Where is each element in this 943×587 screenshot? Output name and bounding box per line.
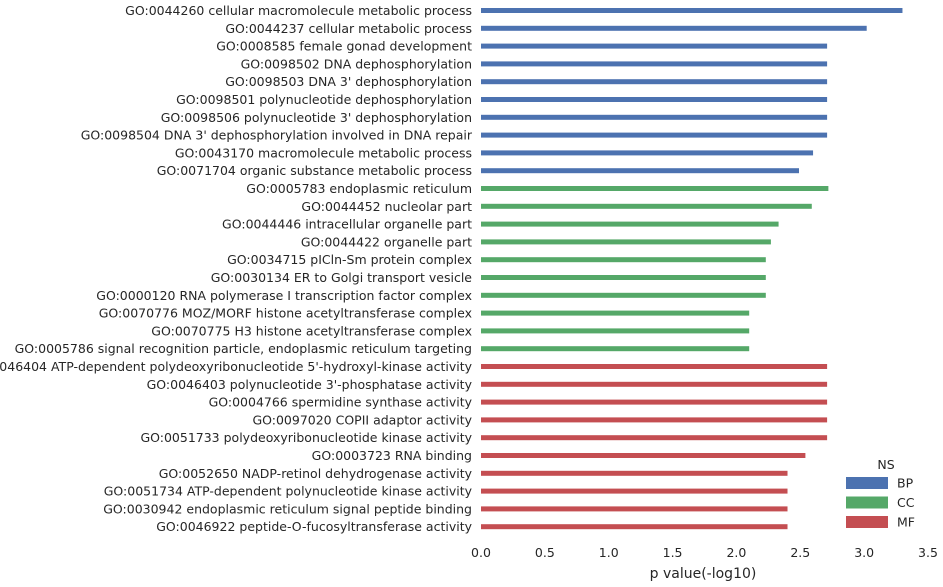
bar-label: GO:0098503 DNA 3' dephosphorylation <box>225 74 472 89</box>
bar-label: GO:0051734 ATP-dependent polynucleotide … <box>104 484 473 499</box>
bar-label: GO:0051733 polydeoxyribonucleotide kinas… <box>140 430 472 445</box>
bar-label: GO:0005786 signal recognition particle, … <box>15 341 472 356</box>
legend-title: NS <box>877 457 894 472</box>
bar <box>481 292 766 298</box>
legend-label: MF <box>897 515 915 530</box>
bar <box>481 221 779 227</box>
x-tick-label: 0.0 <box>471 545 491 560</box>
bar <box>481 524 788 530</box>
bar <box>481 61 828 67</box>
bar <box>481 239 771 245</box>
bar-label: GO:0097020 COPII adaptor activity <box>252 412 472 427</box>
bar-label: GO:0044260 cellular macromolecule metabo… <box>125 3 472 18</box>
bar-label: GO:0098502 DNA dephosphorylation <box>241 56 472 71</box>
bar-label: GO:0052650 NADP-retinol dehydrogenase ac… <box>159 466 473 481</box>
bar-label: GO:0098504 DNA 3' dephosphorylation invo… <box>81 128 473 143</box>
bar-label: GO:0046922 peptide-O-fucosyltransferase … <box>156 519 472 534</box>
bar-label: GO:0046404 ATP-dependent polydeoxyribonu… <box>0 359 473 374</box>
bar-label: GO:0044452 nucleolar part <box>301 199 472 214</box>
bar <box>481 453 806 458</box>
bar <box>481 399 828 405</box>
bar-label: GO:0005783 endoplasmic reticulum <box>246 181 472 196</box>
bar-label: GO:0000120 RNA polymerase I transcriptio… <box>96 288 472 303</box>
bar <box>481 328 750 334</box>
legend-entries: BP CC MF <box>846 476 915 530</box>
legend-swatch <box>846 496 888 509</box>
bar <box>481 506 788 512</box>
bar-label: GO:0070776 MOZ/MORF histone acetyltransf… <box>99 306 472 321</box>
bar-label: GO:0034715 pICln-Sm protein complex <box>227 252 472 267</box>
bar-label: GO:0030134 ER to Golgi transport vesicle <box>211 270 473 285</box>
bar <box>481 417 828 423</box>
bar-label: GO:0030942 endoplasmic reticulum signal … <box>103 501 472 516</box>
bar-label: GO:0044237 cellular metabolic process <box>225 21 472 36</box>
legend-label: CC <box>897 495 915 510</box>
bars-layer <box>481 8 903 530</box>
legend-label: BP <box>897 476 914 491</box>
bar <box>481 310 750 316</box>
bar <box>481 203 812 209</box>
bar <box>481 364 828 369</box>
bar-label: GO:0044422 organelle part <box>301 234 472 249</box>
legend-swatch <box>846 516 888 528</box>
legend-swatch <box>846 477 888 489</box>
bar <box>481 79 828 85</box>
bar-label: GO:0003723 RNA binding <box>312 448 472 463</box>
bar-label: GO:0008585 female gonad development <box>216 39 472 54</box>
bar <box>481 43 828 49</box>
bar <box>481 381 828 387</box>
bar-label: GO:0098501 polynucleotide dephosphorylat… <box>176 92 472 107</box>
bar <box>481 488 788 494</box>
x-tick-label: 1.5 <box>663 545 683 560</box>
bar <box>481 435 828 441</box>
bar <box>481 168 800 174</box>
x-tick-label: 2.5 <box>790 545 810 560</box>
bar <box>481 275 766 280</box>
x-tick-label: 2.0 <box>726 545 746 560</box>
bar <box>481 97 828 102</box>
bar <box>481 257 766 263</box>
y-tick-labels: GO:0044260 cellular macromolecule metabo… <box>0 3 473 534</box>
x-tick-label: 1.0 <box>599 545 619 560</box>
bar-label: GO:0070775 H3 histone acetyltransferase … <box>151 323 472 338</box>
bar-label: GO:0044446 intracellular organelle part <box>222 217 472 232</box>
bar <box>481 186 829 191</box>
x-tick-label: 0.5 <box>535 545 555 560</box>
bar-label: GO:0071704 organic substance metabolic p… <box>157 163 472 178</box>
bar-label: GO:0098506 polynucleotide 3' dephosphory… <box>161 110 472 125</box>
bar-label: GO:0004766 spermidine synthase activity <box>209 395 473 410</box>
x-tick-label: 3.5 <box>918 545 938 560</box>
bar <box>481 150 814 156</box>
bar <box>481 132 828 138</box>
legend: NS BP CC MF <box>846 457 915 530</box>
bar-label: GO:0043170 macromolecule metabolic proce… <box>175 145 472 160</box>
bar <box>481 470 788 476</box>
bar <box>481 114 828 120</box>
bar <box>481 346 750 352</box>
bar-label: GO:0046403 polynucleotide 3'-phosphatase… <box>147 377 473 392</box>
x-tick-labels: 0.0 0.5 1.0 1.5 2.0 2.5 3.0 3.5 <box>471 545 938 560</box>
bar <box>481 25 867 31</box>
x-tick-label: 3.0 <box>854 545 874 560</box>
x-axis-label: p value(-log10) <box>650 566 757 582</box>
bar <box>481 8 903 13</box>
